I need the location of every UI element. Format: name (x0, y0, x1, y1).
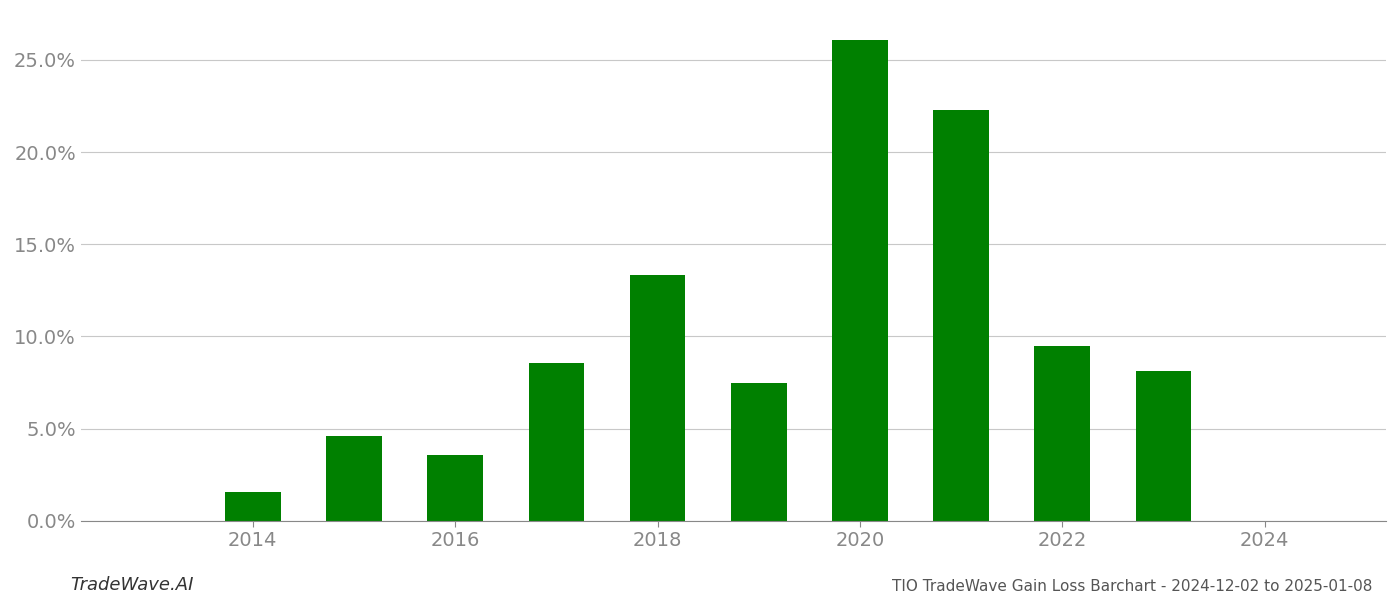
Bar (427, 455, 483, 521)
Bar (326, 436, 382, 521)
Text: TradeWave.AI: TradeWave.AI (70, 576, 193, 594)
Bar (630, 275, 686, 521)
Text: TIO TradeWave Gain Loss Barchart - 2024-12-02 to 2025-01-08: TIO TradeWave Gain Loss Barchart - 2024-… (892, 579, 1372, 594)
Bar (832, 40, 888, 521)
Bar (225, 492, 280, 521)
Bar (731, 383, 787, 521)
Bar (529, 363, 584, 521)
Bar (934, 110, 988, 521)
Bar (1035, 346, 1091, 521)
Bar (1135, 371, 1191, 521)
